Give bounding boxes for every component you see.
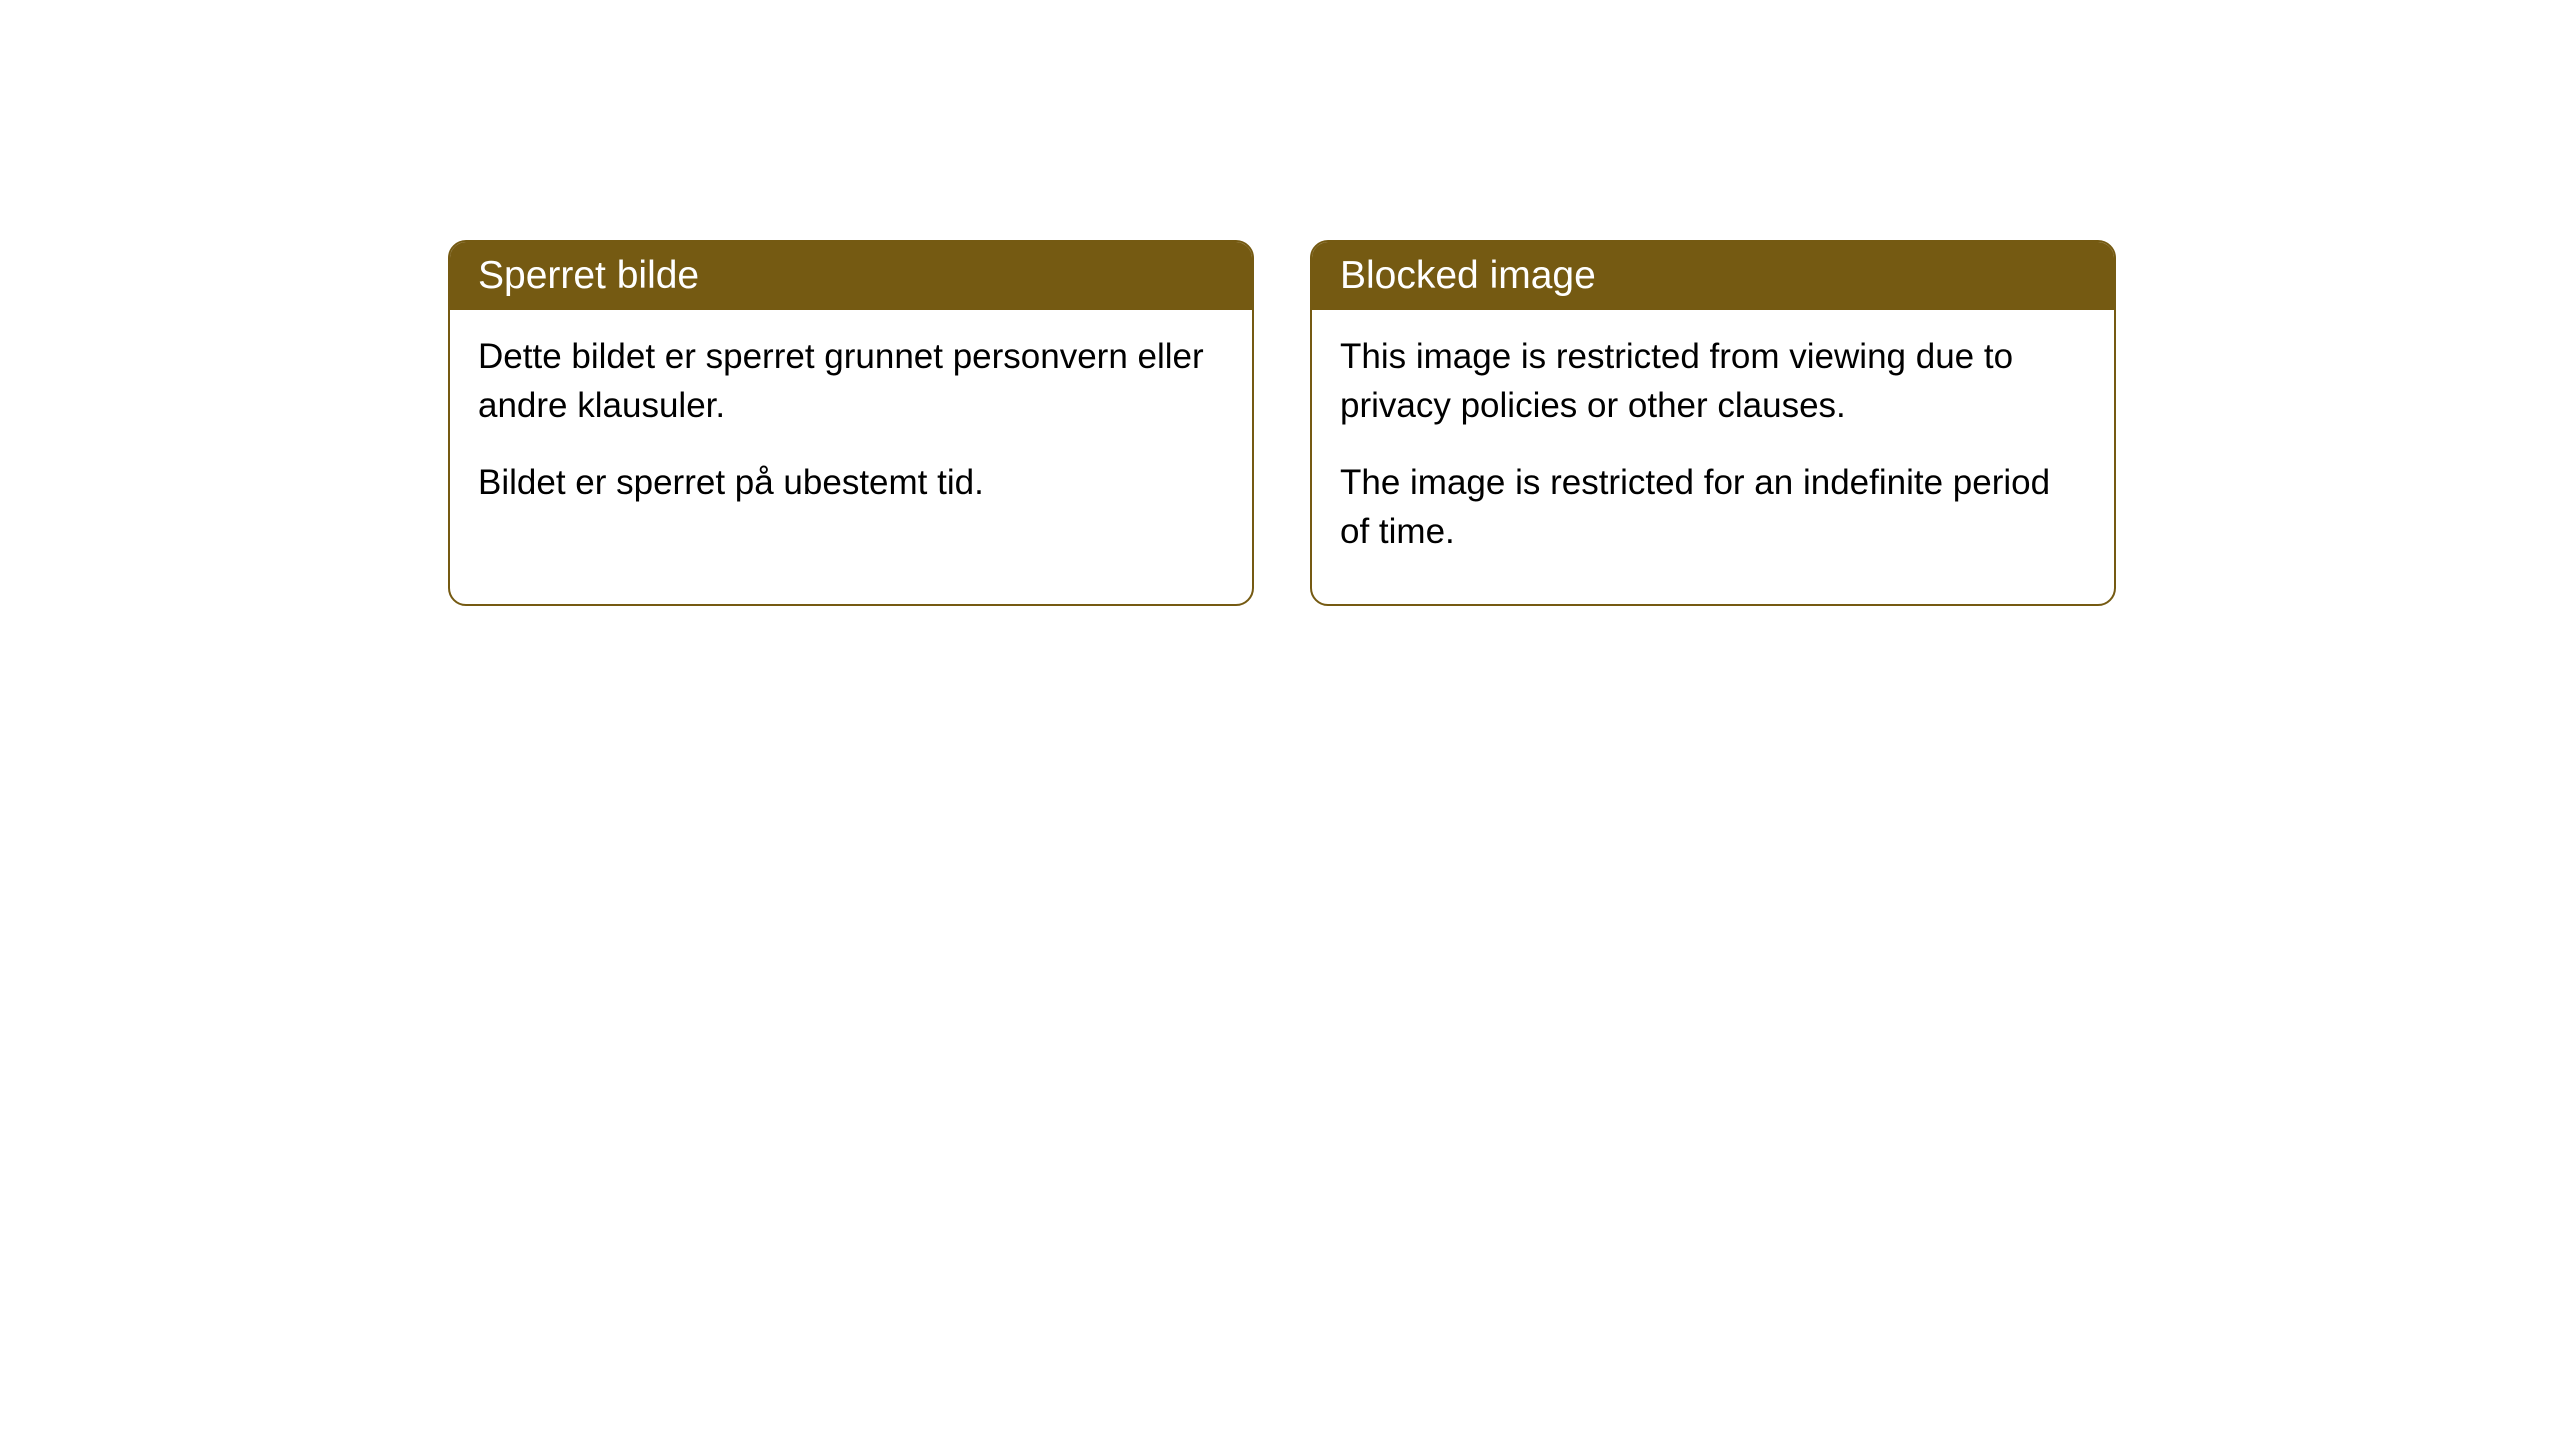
card-paragraph: Bildet er sperret på ubestemt tid.	[478, 458, 1224, 507]
card-body: This image is restricted from viewing du…	[1312, 310, 2114, 604]
card-paragraph: The image is restricted for an indefinit…	[1340, 458, 2086, 556]
card-header: Blocked image	[1312, 242, 2114, 310]
card-header: Sperret bilde	[450, 242, 1252, 310]
card-title: Sperret bilde	[478, 254, 699, 297]
notice-cards-container: Sperret bilde Dette bildet er sperret gr…	[448, 240, 2116, 606]
card-paragraph: Dette bildet er sperret grunnet personve…	[478, 332, 1224, 430]
notice-card-norwegian: Sperret bilde Dette bildet er sperret gr…	[448, 240, 1254, 606]
card-title: Blocked image	[1340, 254, 1596, 297]
card-paragraph: This image is restricted from viewing du…	[1340, 332, 2086, 430]
notice-card-english: Blocked image This image is restricted f…	[1310, 240, 2116, 606]
card-body: Dette bildet er sperret grunnet personve…	[450, 310, 1252, 555]
